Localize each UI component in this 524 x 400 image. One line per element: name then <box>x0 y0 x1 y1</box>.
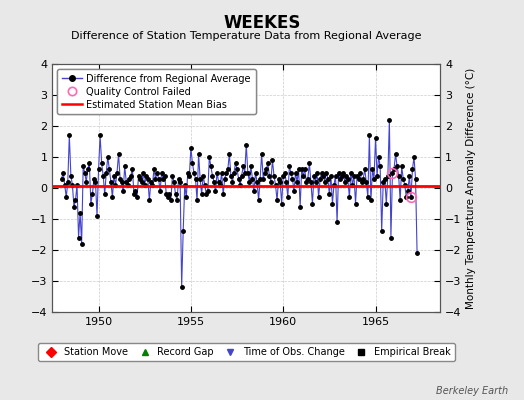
Text: Berkeley Earth: Berkeley Earth <box>436 386 508 396</box>
Legend: Difference from Regional Average, Quality Control Failed, Estimated Station Mean: Difference from Regional Average, Qualit… <box>57 69 256 114</box>
Title: Difference of Station Temperature Data from Regional Average: Difference of Station Temperature Data f… <box>71 31 421 41</box>
Y-axis label: Monthly Temperature Anomaly Difference (°C): Monthly Temperature Anomaly Difference (… <box>466 67 476 309</box>
Text: WEEKES: WEEKES <box>223 14 301 32</box>
Legend: Station Move, Record Gap, Time of Obs. Change, Empirical Break: Station Move, Record Gap, Time of Obs. C… <box>38 343 455 361</box>
